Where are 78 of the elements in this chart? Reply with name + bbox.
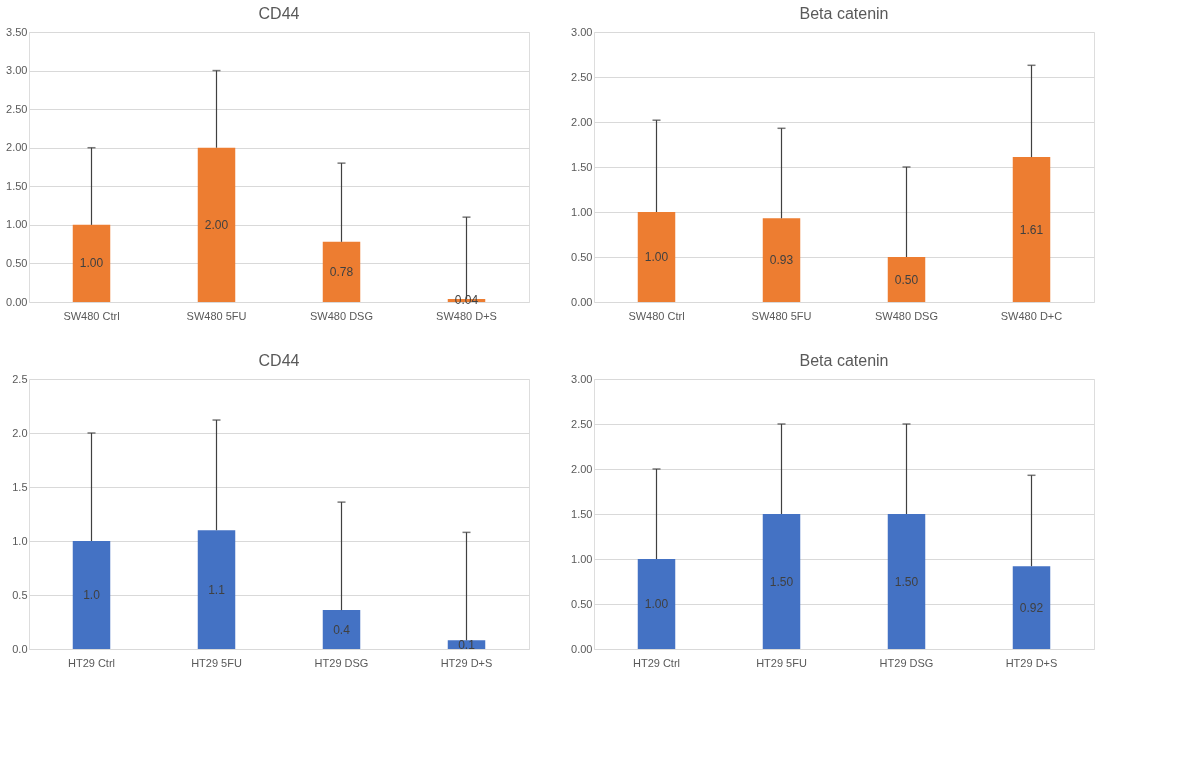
y-tick-label: 3.00 <box>571 372 593 385</box>
bar <box>322 610 361 649</box>
bar <box>887 514 926 649</box>
x-tick-label: HT29 Ctrl <box>632 656 681 669</box>
bar <box>1012 157 1051 302</box>
bar <box>197 147 236 302</box>
x-tick-label: SW480 Ctrl <box>628 309 685 322</box>
y-tick-label: 2.00 <box>571 462 593 475</box>
x-tick-label: HT29 5FU <box>756 656 807 669</box>
x-tick-label: HT29 Ctrl <box>67 656 116 669</box>
y-tick-label: 1.00 <box>6 218 28 231</box>
x-tick-label: HT29 5FU <box>191 656 242 669</box>
x-tick-label: SW480 D+C <box>1000 309 1063 322</box>
bar <box>887 257 926 302</box>
y-tick-label: 3.50 <box>6 25 28 38</box>
x-tick-label: HT29 D+S <box>440 656 493 669</box>
chart-title: Beta catenin <box>799 352 889 369</box>
y-tick-label: 2.5 <box>12 372 28 385</box>
y-tick-label: 0.50 <box>571 250 593 263</box>
chart-title: CD44 <box>258 5 300 22</box>
bar <box>197 530 236 649</box>
chart-title: CD44 <box>258 352 300 369</box>
x-tick-label: HT29 D+S <box>1005 656 1058 669</box>
y-tick-label: 2.0 <box>12 426 28 439</box>
data-label: 0.04 <box>454 293 479 308</box>
y-tick-label: 1.0 <box>12 534 28 547</box>
bar <box>762 514 801 649</box>
y-tick-label: 2.50 <box>571 417 593 430</box>
data-label: 1.0 <box>83 588 101 602</box>
x-tick-label: SW480 DSG <box>310 309 373 322</box>
y-tick-label: 2.50 <box>571 70 593 83</box>
y-tick-label: 1.50 <box>571 507 593 520</box>
data-label: 1.00 <box>644 597 669 611</box>
data-label: 0.78 <box>329 264 354 279</box>
bar <box>72 224 111 302</box>
y-tick-label: 1.00 <box>571 205 593 218</box>
bar <box>322 241 361 302</box>
data-label: 1.00 <box>644 250 669 264</box>
data-label: 1.00 <box>79 256 104 271</box>
y-tick-label: 0.00 <box>571 295 593 308</box>
data-label: 0.4 <box>333 622 351 637</box>
y-tick-label: 2.00 <box>571 115 593 128</box>
chart-title: Beta catenin <box>799 5 889 22</box>
y-tick-label: 3.00 <box>571 25 593 38</box>
y-tick-label: 0.50 <box>6 256 28 269</box>
x-tick-label: SW480 D+S <box>436 309 497 322</box>
data-label: 0.50 <box>894 272 919 287</box>
y-tick-label: 0.50 <box>571 597 593 610</box>
x-tick-label: SW480 Ctrl <box>63 309 120 322</box>
y-tick-label: 1.5 <box>12 480 28 493</box>
data-label: 1.1 <box>208 582 226 597</box>
data-label: 0.92 <box>1019 600 1044 615</box>
y-tick-label: 0.5 <box>12 588 28 601</box>
x-tick-label: SW480 5FU <box>186 309 247 322</box>
data-label: 2.00 <box>204 217 229 232</box>
y-tick-label: 0.00 <box>571 642 593 655</box>
x-tick-label: HT29 DSG <box>879 656 934 669</box>
x-tick-label: HT29 DSG <box>314 656 369 669</box>
bar <box>762 218 801 302</box>
data-label: 0.1 <box>458 637 476 652</box>
y-tick-label: 2.50 <box>6 102 28 115</box>
y-tick-label: 0.0 <box>12 642 28 655</box>
x-tick-label: SW480 DSG <box>875 309 938 322</box>
data-label: 1.61 <box>1019 222 1044 237</box>
y-tick-label: 0.00 <box>6 295 28 308</box>
bar <box>637 559 676 649</box>
bar <box>1012 566 1051 649</box>
x-tick-label: SW480 5FU <box>751 309 812 322</box>
data-label: 1.50 <box>769 574 794 589</box>
y-tick-label: 1.50 <box>6 179 28 192</box>
y-tick-label: 1.50 <box>571 160 593 173</box>
data-label: 0.93 <box>769 253 794 268</box>
data-label: 1.50 <box>894 574 919 589</box>
bar <box>637 212 676 302</box>
y-tick-label: 2.00 <box>6 141 28 154</box>
y-tick-label: 1.00 <box>571 552 593 565</box>
bar <box>72 541 111 649</box>
y-tick-label: 3.00 <box>6 64 28 77</box>
